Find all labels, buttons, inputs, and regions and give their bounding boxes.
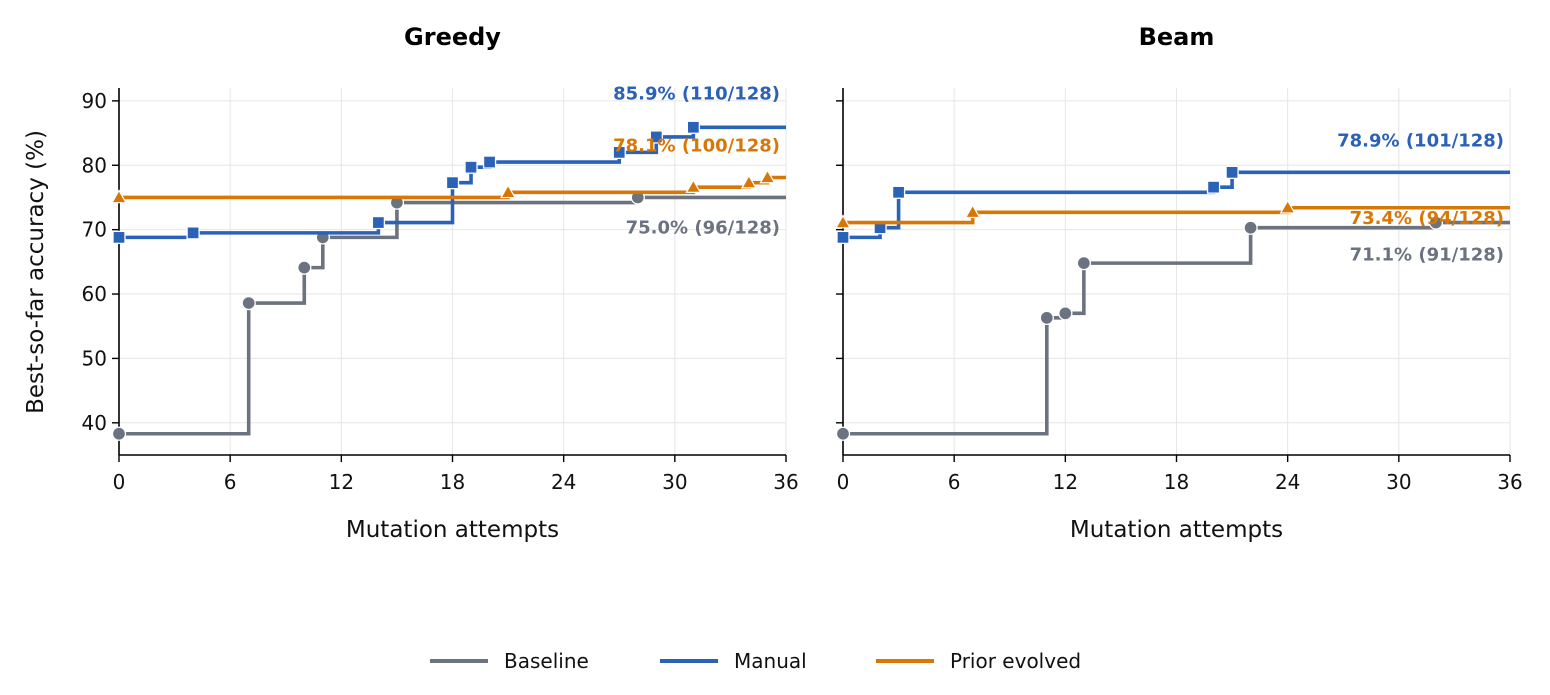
greedy-point-prior-evolved: [740, 174, 757, 189]
greedy-x-tick-label: 12: [329, 470, 354, 494]
beam-end-label-baseline: 71.1% (91/128): [1350, 245, 1504, 266]
greedy-point-manual: [186, 226, 200, 240]
greedy-x-tick-label: 0: [113, 470, 126, 494]
greedy-y-tick-label: 40: [82, 411, 107, 435]
beam-point-manual: [891, 185, 906, 199]
greedy-point-manual: [445, 175, 460, 190]
greedy-point-manual: [464, 160, 478, 174]
beam-x-tick-label: 0: [837, 470, 850, 494]
greedy-x-tick-label: 6: [224, 470, 237, 494]
greedy-point-prior-evolved: [759, 169, 776, 184]
y-axis-label: Best-so-far accuracy (%): [23, 130, 49, 414]
beam-x-tick-label: 18: [1164, 470, 1189, 494]
beam-x-tick-label: 12: [1053, 470, 1078, 494]
legend-label-baseline: Baseline: [504, 649, 589, 673]
beam-point-baseline: [835, 426, 851, 441]
beam-series-line-prior-evolved: [843, 205, 1510, 225]
greedy-point-manual: [649, 130, 663, 144]
beam-point-baseline: [1243, 220, 1258, 235]
greedy-point-prior-evolved: [110, 189, 128, 204]
beam-end-label-manual: 78.9% (101/128): [1337, 130, 1504, 151]
greedy-x-tick-label: 30: [662, 470, 687, 494]
greedy-y-tick-label: 90: [82, 89, 107, 113]
greedy-point-manual: [112, 230, 126, 245]
greedy-panel-title: Greedy: [404, 23, 501, 51]
beam-point-manual: [1206, 180, 1221, 194]
beam-panel-title: Beam: [1139, 23, 1215, 51]
greedy-y-tick-label: 50: [82, 346, 107, 370]
legend-label-prior-evolved: Prior evolved: [950, 649, 1081, 673]
legend-label-manual: Manual: [734, 649, 807, 673]
beam-point-baseline: [1058, 306, 1073, 321]
beam-point-manual: [836, 230, 850, 245]
greedy-end-label-baseline: 75.0% (96/128): [626, 217, 780, 238]
beam-x-tick-label: 24: [1275, 470, 1300, 494]
greedy-end-label-manual: 85.9% (110/128): [613, 83, 780, 104]
greedy-point-manual: [371, 215, 386, 230]
beam-point-manual: [1225, 165, 1239, 179]
greedy-y-tick-label: 60: [82, 282, 107, 306]
greedy-point-manual: [482, 155, 497, 169]
legend: Baseline Manual Prior evolved: [430, 649, 1081, 673]
greedy-end-label-prior-evolved: 78.1% (100/128): [613, 135, 780, 156]
greedy-x-tick-label: 36: [773, 470, 798, 494]
panel-greedy: 0 6 12 18 24 30 36 40 50 60 70 80 90 Greedy Mutation a…: [82, 23, 799, 543]
greedy-point-prior-evolved: [685, 178, 702, 194]
greedy-point-baseline: [297, 260, 312, 275]
beam-x-tick-label: 36: [1497, 470, 1522, 494]
greedy-x-tick-label: 24: [551, 470, 576, 494]
beam-point-baseline: [1076, 255, 1092, 271]
beam-point-prior-evolved: [964, 204, 981, 219]
beam-x-axis-label: Mutation attempts: [1070, 517, 1283, 543]
greedy-x-axis-label: Mutation attempts: [346, 517, 559, 543]
beam-point-baseline: [1039, 310, 1054, 326]
panel-beam: 0 6 12 18 24 30 36 Beam Mutation attempts 71.1% (…: [834, 23, 1523, 543]
greedy-x-tick-label: 18: [440, 470, 465, 494]
beam-point-prior-evolved: [1279, 199, 1296, 214]
greedy-point-manual: [612, 145, 626, 160]
greedy-point-baseline: [111, 426, 127, 441]
beam-point-baseline: [1428, 215, 1444, 230]
beam-point-prior-evolved: [834, 214, 852, 229]
greedy-point-baseline: [241, 295, 256, 311]
beam-x-tick-label: 30: [1386, 470, 1411, 494]
beam-x-tick-label: 6: [948, 470, 961, 494]
greedy-y-tick-label: 80: [82, 153, 107, 177]
greedy-point-manual: [686, 120, 701, 134]
greedy-y-tick-label: 70: [82, 218, 107, 242]
beam-end-label-prior-evolved: 73.4% (94/128): [1350, 208, 1504, 229]
greedy-point-prior-evolved: [500, 184, 517, 199]
